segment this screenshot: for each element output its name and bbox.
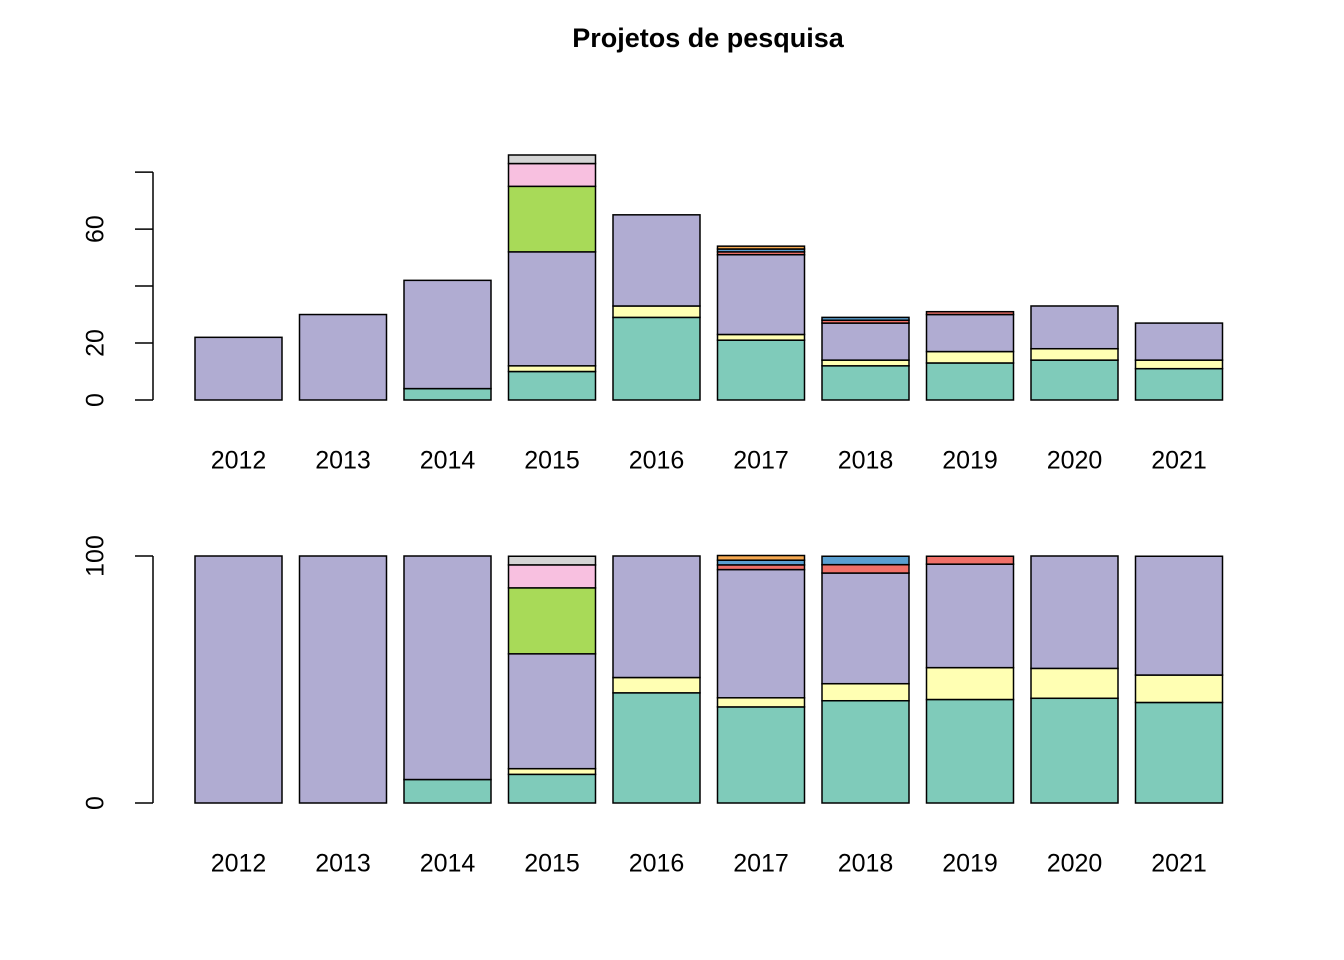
bar-segment <box>1134 359 1224 370</box>
bar-segment <box>716 333 806 341</box>
x-tick-label: 2019 <box>942 447 998 475</box>
bar-segment <box>821 322 910 361</box>
x-tick-label: 2020 <box>1047 447 1103 475</box>
x-tick-label: 2018 <box>838 850 894 878</box>
bar-segment <box>821 316 910 321</box>
x-tick-label: 2018 <box>838 447 894 475</box>
bar-segment <box>507 370 597 401</box>
bar-segment <box>1030 347 1119 361</box>
bar-segment <box>612 305 701 319</box>
y-tick-label: 0 <box>82 796 110 810</box>
bar-segment <box>194 336 283 401</box>
bar-segment <box>1134 367 1224 401</box>
bar-segment <box>1030 555 1119 670</box>
bar-segment <box>716 554 806 561</box>
bar-segment <box>507 767 597 776</box>
x-tick-label: 2017 <box>733 447 789 475</box>
bar-segment <box>1134 701 1224 804</box>
bar-segment <box>507 564 597 589</box>
x-tick-label: 2015 <box>524 850 580 878</box>
bar-segment <box>1030 305 1119 350</box>
bar-segment <box>403 555 492 781</box>
bar-segment <box>1030 667 1119 700</box>
bar-segment <box>925 362 1015 401</box>
bar-segment <box>612 555 701 679</box>
chart-title: Projetos de pesquisa <box>572 23 845 53</box>
bar-segment <box>925 563 1015 669</box>
bar-segment <box>612 316 701 401</box>
bar-segment <box>821 572 910 685</box>
bar-segment <box>925 350 1015 364</box>
bar-segment <box>925 666 1015 701</box>
bar-segment <box>612 214 701 307</box>
x-tick-label: 2013 <box>315 850 371 878</box>
x-tick-label: 2012 <box>211 850 267 878</box>
bar-segment <box>507 185 597 253</box>
bar-segment <box>1030 359 1119 401</box>
bar-segment <box>194 555 283 804</box>
y-tick-label: 20 <box>82 329 110 357</box>
x-tick-label: 2012 <box>211 447 267 475</box>
bar-segment <box>716 339 806 401</box>
y-tick-label: 100 <box>82 535 110 577</box>
x-tick-label: 2021 <box>1151 850 1207 878</box>
bar-segment <box>716 253 806 336</box>
bar-segment <box>403 778 492 804</box>
x-tick-label: 2019 <box>942 850 998 878</box>
bar-segment <box>612 692 701 804</box>
y-tick-label: 60 <box>82 215 110 243</box>
x-tick-label: 2016 <box>629 850 685 878</box>
bar-segment <box>1134 322 1224 361</box>
bar-segment <box>298 313 388 401</box>
bar-segment <box>716 245 806 250</box>
x-tick-label: 2021 <box>1151 447 1207 475</box>
bar-segment <box>403 279 492 390</box>
bar-segment <box>507 251 597 367</box>
bar-segment <box>1134 674 1224 704</box>
bar-segment <box>507 162 597 188</box>
bar-segment <box>716 697 806 708</box>
x-tick-label: 2015 <box>524 447 580 475</box>
bar-segment <box>925 698 1015 804</box>
bar-segment <box>821 365 910 401</box>
bar-segment <box>298 555 388 804</box>
bar-segment <box>507 653 597 770</box>
bar-segment <box>821 359 910 367</box>
x-tick-label: 2017 <box>733 850 789 878</box>
x-tick-label: 2014 <box>420 850 476 878</box>
bar-segment <box>821 699 910 804</box>
bar-segment <box>1030 697 1119 804</box>
bar-segment <box>507 555 597 566</box>
bar-segment <box>1134 555 1224 676</box>
bar-segment <box>925 313 1015 353</box>
x-tick-label: 2014 <box>420 447 476 475</box>
bar-segment <box>716 568 806 699</box>
bar-segment <box>507 773 597 804</box>
bar-segment <box>716 706 806 804</box>
bar-segment <box>507 587 597 655</box>
bar-segment <box>821 563 910 574</box>
x-tick-label: 2016 <box>629 447 685 475</box>
bar-segment <box>403 387 492 401</box>
bar-segment <box>507 365 597 373</box>
bar-segment <box>925 310 1015 316</box>
bar-segment <box>507 154 597 165</box>
bar-segment <box>821 682 910 702</box>
x-tick-label: 2020 <box>1047 850 1103 878</box>
y-tick-label: 0 <box>82 393 110 407</box>
x-tick-label: 2013 <box>315 447 371 475</box>
bar-segment <box>612 676 701 694</box>
bar-segment <box>821 555 910 566</box>
bar-segment <box>925 555 1015 565</box>
